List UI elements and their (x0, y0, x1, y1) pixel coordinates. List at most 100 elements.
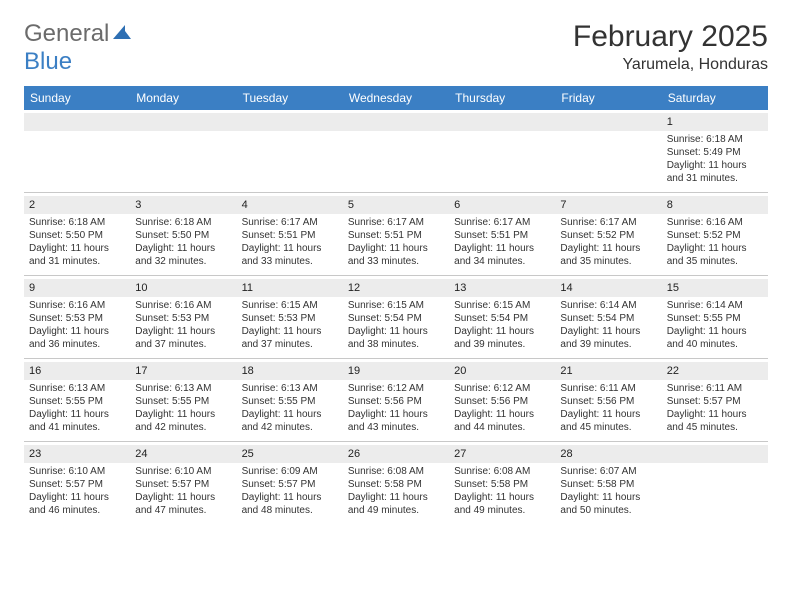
sunset-text: Sunset: 5:50 PM (29, 229, 125, 242)
sunrise-text: Sunrise: 6:08 AM (454, 465, 550, 478)
daylight-text: Daylight: 11 hours and 47 minutes. (135, 491, 231, 517)
day-cell (237, 110, 343, 192)
day-number: 14 (555, 279, 661, 297)
sunset-text: Sunset: 5:50 PM (135, 229, 231, 242)
daylight-text: Daylight: 11 hours and 45 minutes. (667, 408, 763, 434)
logo-text-general: General (24, 20, 109, 48)
sunset-text: Sunset: 5:54 PM (560, 312, 656, 325)
day-number: 9 (24, 279, 130, 297)
daylight-text: Daylight: 11 hours and 31 minutes. (29, 242, 125, 268)
day-number: 26 (343, 445, 449, 463)
logo-text-blue: Blue (24, 48, 72, 76)
sunset-text: Sunset: 5:58 PM (454, 478, 550, 491)
sunrise-text: Sunrise: 6:09 AM (242, 465, 338, 478)
day-cell: 20Sunrise: 6:12 AMSunset: 5:56 PMDayligh… (449, 359, 555, 441)
sunrise-text: Sunrise: 6:07 AM (560, 465, 656, 478)
daylight-text: Daylight: 11 hours and 35 minutes. (667, 242, 763, 268)
week-row: 23Sunrise: 6:10 AMSunset: 5:57 PMDayligh… (24, 442, 768, 524)
daylight-text: Daylight: 11 hours and 48 minutes. (242, 491, 338, 517)
day-cell: 8Sunrise: 6:16 AMSunset: 5:52 PMDaylight… (662, 193, 768, 275)
sunrise-text: Sunrise: 6:16 AM (135, 299, 231, 312)
sunset-text: Sunset: 5:51 PM (454, 229, 550, 242)
sunset-text: Sunset: 5:52 PM (667, 229, 763, 242)
day-number: 6 (449, 196, 555, 214)
day-number (449, 113, 555, 131)
sunset-text: Sunset: 5:57 PM (242, 478, 338, 491)
location-subtitle: Yarumela, Honduras (573, 56, 768, 74)
sunrise-text: Sunrise: 6:15 AM (348, 299, 444, 312)
daylight-text: Daylight: 11 hours and 38 minutes. (348, 325, 444, 351)
day-cell: 4Sunrise: 6:17 AMSunset: 5:51 PMDaylight… (237, 193, 343, 275)
sunrise-text: Sunrise: 6:18 AM (135, 216, 231, 229)
sunset-text: Sunset: 5:57 PM (667, 395, 763, 408)
week-row: 1Sunrise: 6:18 AMSunset: 5:49 PMDaylight… (24, 110, 768, 193)
daylight-text: Daylight: 11 hours and 36 minutes. (29, 325, 125, 351)
sunset-text: Sunset: 5:55 PM (135, 395, 231, 408)
sunrise-text: Sunrise: 6:16 AM (667, 216, 763, 229)
week-row: 9Sunrise: 6:16 AMSunset: 5:53 PMDaylight… (24, 276, 768, 359)
day-cell (24, 110, 130, 192)
day-number (343, 113, 449, 131)
weekday-monday: Monday (130, 86, 236, 110)
day-number: 5 (343, 196, 449, 214)
day-number: 12 (343, 279, 449, 297)
day-number: 13 (449, 279, 555, 297)
day-cell: 2Sunrise: 6:18 AMSunset: 5:50 PMDaylight… (24, 193, 130, 275)
day-cell: 24Sunrise: 6:10 AMSunset: 5:57 PMDayligh… (130, 442, 236, 524)
day-cell (662, 442, 768, 524)
day-number: 22 (662, 362, 768, 380)
daylight-text: Daylight: 11 hours and 39 minutes. (454, 325, 550, 351)
day-number: 11 (237, 279, 343, 297)
day-cell: 15Sunrise: 6:14 AMSunset: 5:55 PMDayligh… (662, 276, 768, 358)
daylight-text: Daylight: 11 hours and 43 minutes. (348, 408, 444, 434)
day-cell: 5Sunrise: 6:17 AMSunset: 5:51 PMDaylight… (343, 193, 449, 275)
daylight-text: Daylight: 11 hours and 33 minutes. (242, 242, 338, 268)
day-number: 24 (130, 445, 236, 463)
title-block: February 2025 Yarumela, Honduras (573, 20, 768, 74)
sunrise-text: Sunrise: 6:14 AM (560, 299, 656, 312)
day-cell: 9Sunrise: 6:16 AMSunset: 5:53 PMDaylight… (24, 276, 130, 358)
sunrise-text: Sunrise: 6:17 AM (242, 216, 338, 229)
day-cell: 22Sunrise: 6:11 AMSunset: 5:57 PMDayligh… (662, 359, 768, 441)
daylight-text: Daylight: 11 hours and 45 minutes. (560, 408, 656, 434)
sunrise-text: Sunrise: 6:17 AM (348, 216, 444, 229)
day-cell: 3 Sunrise: 6:18 AMSunset: 5:50 PMDaylight… (130, 193, 236, 275)
day-number (130, 113, 236, 131)
day-cell: 12Sunrise: 6:15 AMSunset: 5:54 PMDayligh… (343, 276, 449, 358)
daylight-text: Daylight: 11 hours and 42 minutes. (135, 408, 231, 434)
sail-icon (111, 20, 133, 48)
weekday-thursday: Thursday (449, 86, 555, 110)
daylight-text: Daylight: 11 hours and 34 minutes. (454, 242, 550, 268)
day-number: 18 (237, 362, 343, 380)
day-cell: 26Sunrise: 6:08 AMSunset: 5:58 PMDayligh… (343, 442, 449, 524)
sunset-text: Sunset: 5:56 PM (454, 395, 550, 408)
day-number (662, 445, 768, 463)
daylight-text: Daylight: 11 hours and 32 minutes. (135, 242, 231, 268)
daylight-text: Daylight: 11 hours and 46 minutes. (29, 491, 125, 517)
week-row: 2Sunrise: 6:18 AMSunset: 5:50 PMDaylight… (24, 193, 768, 276)
day-number: 23 (24, 445, 130, 463)
sunrise-text: Sunrise: 6:12 AM (348, 382, 444, 395)
sunrise-text: Sunrise: 6:13 AM (242, 382, 338, 395)
day-cell (343, 110, 449, 192)
sunset-text: Sunset: 5:56 PM (560, 395, 656, 408)
sunset-text: Sunset: 5:54 PM (454, 312, 550, 325)
sunset-text: Sunset: 5:58 PM (560, 478, 656, 491)
daylight-text: Daylight: 11 hours and 31 minutes. (667, 159, 763, 185)
day-cell: 14Sunrise: 6:14 AMSunset: 5:54 PMDayligh… (555, 276, 661, 358)
sunrise-text: Sunrise: 6:12 AM (454, 382, 550, 395)
weekday-sunday: Sunday (24, 86, 130, 110)
day-cell (555, 110, 661, 192)
day-number (24, 113, 130, 131)
day-number: 27 (449, 445, 555, 463)
sunset-text: Sunset: 5:51 PM (242, 229, 338, 242)
day-number (237, 113, 343, 131)
calendar: Sunday Monday Tuesday Wednesday Thursday… (24, 86, 768, 524)
day-number: 7 (555, 196, 661, 214)
daylight-text: Daylight: 11 hours and 49 minutes. (454, 491, 550, 517)
daylight-text: Daylight: 11 hours and 37 minutes. (135, 325, 231, 351)
week-row: 16Sunrise: 6:13 AMSunset: 5:55 PMDayligh… (24, 359, 768, 442)
day-number: 3 (130, 196, 236, 214)
daylight-text: Daylight: 11 hours and 49 minutes. (348, 491, 444, 517)
daylight-text: Daylight: 11 hours and 42 minutes. (242, 408, 338, 434)
